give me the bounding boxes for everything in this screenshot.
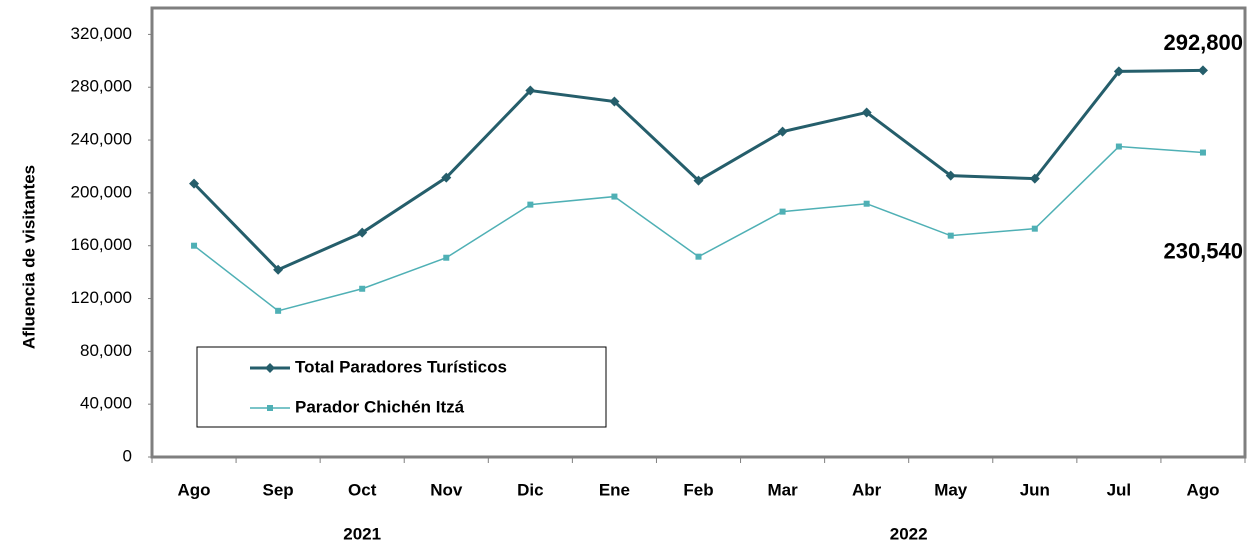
point-marker [947,232,954,239]
point-marker [1113,66,1124,77]
y-tick-label: 200,000 [71,182,132,201]
y-tick-label: 160,000 [71,235,132,254]
point-marker [1115,143,1122,150]
x-tick-label: Ene [599,480,630,499]
point-marker [441,172,452,183]
x-tick-label: Feb [683,480,713,499]
value-label: 230,540 [1163,238,1243,263]
year-label: 2022 [890,524,928,543]
x-tick-label: Ago [178,480,211,499]
point-marker [779,208,786,215]
legend-box [196,346,607,428]
point-marker [525,85,536,96]
series-line [193,145,1204,312]
y-tick-label: 120,000 [71,288,132,307]
point-marker [1199,149,1206,156]
point-marker [695,253,702,260]
series-line [192,68,1203,272]
legend-label: Parador Chichén Itzá [295,397,465,416]
x-tick-label: Oct [348,480,377,499]
point-marker [275,307,282,314]
point-marker [191,242,198,249]
point-marker [189,178,200,189]
y-tick-label: 280,000 [71,77,132,96]
x-tick-label: Mar [767,480,798,499]
x-tick-label: Nov [430,480,463,499]
point-marker [777,126,788,137]
legend-marker [267,405,273,411]
point-marker [945,170,956,181]
x-tick-label: May [934,480,968,499]
point-marker [443,254,450,261]
x-tick-label: Ago [1186,480,1219,499]
legend-label: Total Paradores Turísticos [295,357,507,376]
point-marker [273,264,284,275]
y-tick-label: 80,000 [80,341,132,360]
x-tick-label: Sep [263,480,294,499]
y-tick-label: 0 [123,446,132,465]
x-tick-label: Jun [1020,480,1050,499]
point-marker [863,200,870,207]
point-marker [527,201,534,208]
plot-frame [150,6,1247,459]
point-marker [609,96,620,107]
point-marker [1197,65,1208,76]
y-tick-label: 40,000 [80,394,132,413]
y-tick-label: 240,000 [71,130,132,149]
point-marker [1029,173,1040,184]
x-tick-label: Dic [517,480,543,499]
x-tick-label: Abr [852,480,882,499]
y-axis-label: Afluencia de visitantes [19,165,38,349]
point-marker [611,193,618,200]
x-tick-label: Jul [1107,480,1132,499]
value-label: 292,800 [1163,30,1243,55]
legend-marker [265,363,275,373]
point-marker [1031,225,1038,232]
point-marker [693,175,704,186]
y-tick-label: 320,000 [71,24,132,43]
point-marker [359,285,366,292]
year-label: 2021 [343,524,381,543]
point-marker [357,227,368,238]
point-marker [861,107,872,118]
